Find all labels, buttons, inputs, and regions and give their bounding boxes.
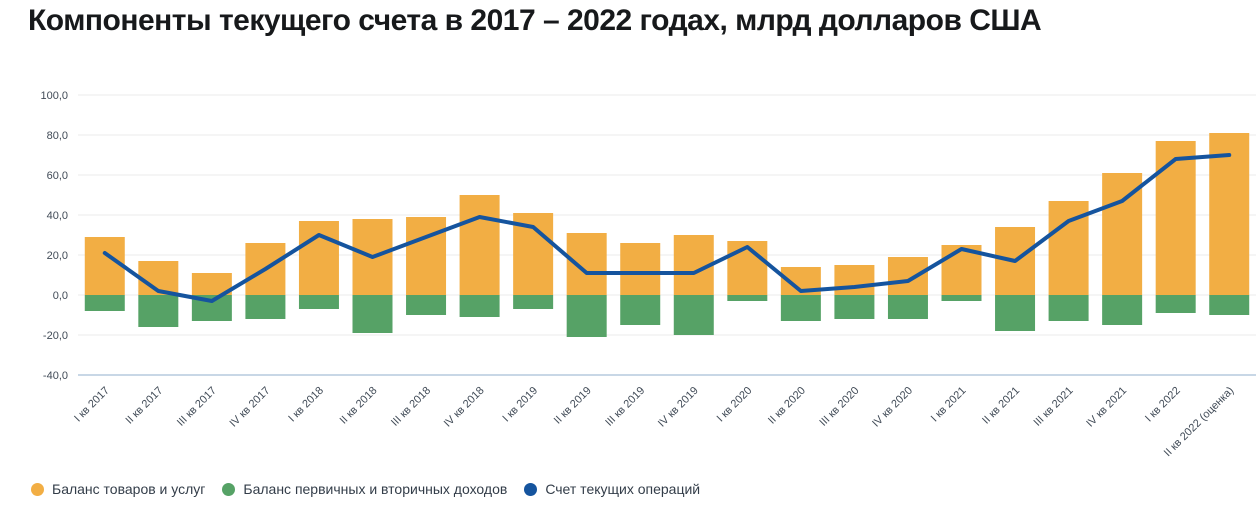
bar-goods_services[interactable] (406, 217, 447, 295)
bar-income_balance[interactable] (245, 295, 286, 319)
bar-income_balance[interactable] (459, 295, 500, 317)
bar-income_balance[interactable] (352, 295, 393, 333)
bar-goods_services[interactable] (566, 233, 607, 295)
legend-item-goods-services: Баланс товаров и услуг (31, 481, 205, 497)
y-tick-label: 0,0 (53, 290, 68, 302)
x-tick-label: II кв 2021 (980, 385, 1022, 427)
bar-goods_services[interactable] (727, 241, 768, 295)
x-tick-label: II кв 2017 (123, 385, 165, 427)
y-tick-label: 60,0 (47, 170, 68, 182)
x-tick-label: III кв 2018 (389, 385, 433, 429)
bar-income_balance[interactable] (406, 295, 447, 315)
bar-income_balance[interactable] (620, 295, 661, 325)
bar-goods_services[interactable] (298, 221, 339, 295)
bar-income_balance[interactable] (1209, 295, 1250, 315)
legend-dot-income-balance-icon (222, 482, 236, 496)
y-tick-label: -40,0 (43, 370, 68, 382)
x-tick-label: I кв 2022 (1143, 385, 1183, 425)
x-tick-label: IV кв 2018 (442, 385, 487, 430)
x-tick-label: IV кв 2020 (870, 385, 915, 430)
y-tick-label: 80,0 (47, 130, 68, 142)
legend-dot-goods-services-icon (31, 482, 44, 496)
x-tick-label: I кв 2017 (72, 385, 112, 425)
legend-item-current-account: Счет текущих операций (524, 481, 700, 497)
bar-income_balance[interactable] (995, 295, 1036, 331)
x-tick-label: I кв 2018 (286, 385, 326, 425)
y-tick-label: 100,0 (40, 90, 68, 102)
legend-label-goods-services: Баланс товаров и услуг (52, 481, 206, 497)
bar-goods_services[interactable] (620, 243, 661, 295)
legend: Баланс товаров и услуг Баланс первичных … (31, 481, 700, 497)
x-tick-label: III кв 2021 (1032, 385, 1076, 429)
bar-income_balance[interactable] (1155, 295, 1196, 313)
legend-label-income-balance: Баланс первичных и вторичных доходов (243, 481, 508, 497)
bar-goods_services[interactable] (84, 237, 125, 295)
bar-goods_services[interactable] (1102, 173, 1143, 295)
bar-income_balance[interactable] (84, 295, 125, 311)
x-tick-label: IV кв 2021 (1084, 385, 1129, 430)
x-tick-label: II кв 2018 (338, 385, 380, 427)
chart-area: -40,0 -20,0 0,0 20,0 40,0 60,0 80,0 100,0 I кв 2… (0, 80, 1260, 475)
chart-svg: -40,0 -20,0 0,0 20,0 40,0 60,0 80,0 100,0 I кв 2… (40, 90, 1256, 459)
x-tick-label: II кв 2020 (766, 385, 808, 427)
chart-title: Компоненты текущего счета в 2017 – 2022 … (28, 4, 1042, 37)
x-tick-label: IV кв 2017 (228, 385, 273, 430)
bar-income_balance[interactable] (887, 295, 928, 319)
legend-label-current-account: Счет текущих операций (545, 481, 701, 497)
legend-item-income-balance: Баланс первичных и вторичных доходов (222, 481, 507, 497)
y-tick-label: 20,0 (47, 250, 68, 262)
bar-income_balance[interactable] (513, 295, 554, 309)
bar-income_balance[interactable] (727, 295, 768, 301)
bar-income_balance[interactable] (1048, 295, 1089, 321)
bar-income_balance[interactable] (941, 295, 982, 301)
x-tick-label: I кв 2019 (500, 385, 540, 425)
y-tick-label: -20,0 (43, 330, 68, 342)
x-tick-label: III кв 2019 (603, 385, 647, 429)
bar-income_balance[interactable] (138, 295, 179, 327)
legend-dot-current-account-icon (524, 482, 538, 496)
bar-income_balance[interactable] (566, 295, 607, 337)
bar-goods_services[interactable] (1209, 133, 1250, 295)
bar-income_balance[interactable] (298, 295, 339, 309)
bar-goods_services[interactable] (1155, 141, 1196, 295)
bar-goods_services[interactable] (834, 265, 875, 295)
bar-income_balance[interactable] (780, 295, 821, 321)
bar-income_balance[interactable] (673, 295, 714, 335)
x-tick-label: II кв 2019 (552, 385, 594, 427)
line-current_account[interactable] (102, 153, 1232, 303)
x-tick-label: I кв 2020 (715, 385, 755, 425)
bar-goods_services[interactable] (459, 195, 500, 295)
bar-goods_services[interactable] (887, 257, 928, 295)
x-tick-label: III кв 2017 (175, 385, 219, 429)
x-tick-label: III кв 2020 (817, 385, 861, 429)
x-tick-label: I кв 2021 (929, 385, 969, 425)
x-tick-label: IV кв 2019 (656, 385, 701, 430)
bar-income_balance[interactable] (1102, 295, 1143, 325)
bar-income_balance[interactable] (834, 295, 875, 319)
y-tick-label: 40,0 (47, 210, 68, 222)
bar-goods_services[interactable] (191, 273, 232, 295)
